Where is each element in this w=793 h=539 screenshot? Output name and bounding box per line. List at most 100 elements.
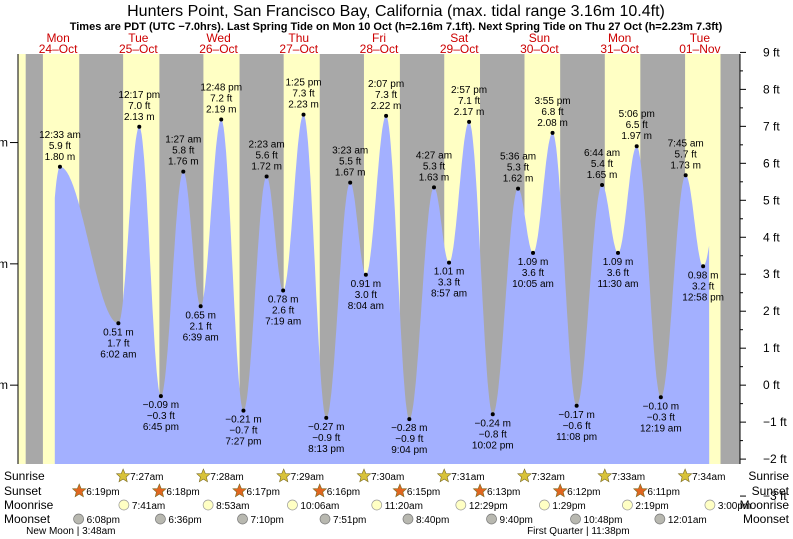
tide-label: 0.98 m — [688, 270, 719, 281]
moonrise-icon — [539, 499, 550, 511]
y-tick-label-right: 5 ft — [763, 193, 780, 207]
day-name: Mon — [46, 31, 69, 45]
tide-point — [531, 250, 536, 255]
sunset-time: 6:15pm — [407, 487, 440, 498]
day-name: Sat — [450, 31, 469, 45]
tide-label: −0.7 ft — [229, 426, 257, 437]
y-tick-label-right: 7 ft — [763, 119, 780, 133]
tide-label: −0.6 ft — [563, 421, 591, 432]
sunrise-time: 7:33am — [612, 472, 645, 483]
sunrise-icon — [115, 468, 131, 483]
tide-label: 1.09 m — [603, 257, 634, 268]
tide-label: 1.80 m — [45, 152, 76, 163]
sunset-icon — [392, 483, 408, 498]
tide-point — [363, 272, 368, 277]
moonrise-icon — [118, 499, 130, 511]
tide-label: −0.9 ft — [312, 433, 340, 444]
tide-label: −0.17 m — [558, 410, 594, 421]
tide-label: 11:08 pm — [556, 432, 597, 443]
row-label-left: Sunset — [4, 484, 42, 498]
y-tick-label-left: 0 m — [0, 378, 8, 392]
y-tick-label-right: 9 ft — [763, 45, 780, 59]
sunset-time: 6:16pm — [327, 487, 360, 498]
y-tick-label-right: 1 ft — [763, 341, 780, 355]
tide-label: 0.65 m — [185, 310, 216, 321]
tide-label: 1.73 m — [670, 160, 701, 171]
tide-label: 3.3 ft — [438, 278, 460, 289]
moonset-icon — [319, 513, 331, 525]
tide-label: −0.28 m — [391, 423, 427, 434]
chart-subtitle: Times are PDT (UTC −7.0hrs). Last Spring… — [70, 21, 723, 33]
sunset-time: 6:19pm — [86, 487, 119, 498]
tide-point — [550, 130, 555, 135]
tide-label: 2.23 m — [288, 100, 319, 111]
day-date: 27–Oct — [279, 42, 318, 56]
axis-layer: 2 m 1 m 0 m 9 ft 8 ft 7 ft 6 ft 5 ft 4 ft 3 ft 2 f… — [0, 45, 787, 503]
sunrise-time: 7:27am — [130, 472, 163, 483]
moonrise-icon — [202, 499, 214, 511]
moon-phase-label: First Quarter | 11:38pm — [527, 526, 629, 537]
tide-point — [615, 250, 620, 255]
tide-label: 5:36 am — [500, 152, 536, 163]
tide-label: 3.6 ft — [522, 268, 544, 279]
tide-label: 5.5 ft — [339, 157, 361, 168]
tide-label: 3.6 ft — [607, 268, 629, 279]
sunrise-icon — [597, 468, 613, 483]
tide-label: 3:23 am — [332, 146, 368, 157]
tide-label: 1:25 pm — [285, 78, 321, 89]
tide-point — [384, 113, 389, 118]
tide-label: 1.01 m — [434, 267, 465, 278]
tide-label: 7:45 am — [668, 138, 704, 149]
tide-label: 2:57 pm — [451, 85, 487, 96]
tide-label: 5.3 ft — [423, 161, 445, 172]
tide-point — [219, 117, 224, 122]
tide-point — [490, 412, 495, 417]
day-date: 29–Oct — [440, 42, 479, 56]
row-label-left: Sunrise — [4, 469, 45, 483]
tide-label: 1.7 ft — [107, 338, 129, 349]
tide-label: 6:44 am — [584, 148, 620, 159]
moonrise-time: 12:29pm — [469, 501, 508, 512]
moonset-time: 7:10pm — [251, 515, 284, 526]
sunrise-time: 7:31am — [451, 472, 484, 483]
y-tick-label-right: 2 ft — [763, 304, 780, 318]
y-tick-label-left: 2 m — [0, 136, 8, 150]
tide-label: 5.8 ft — [172, 146, 194, 157]
tide-area — [54, 114, 710, 465]
moonset-icon — [73, 513, 84, 525]
day-date: 26–Oct — [199, 42, 238, 56]
tide-label: 2.17 m — [454, 107, 485, 118]
tide-point — [574, 403, 579, 408]
sunrise-icon — [196, 468, 211, 483]
sunrise-icon — [677, 468, 693, 483]
row-label-right: Moonrise — [740, 498, 790, 512]
tide-label: 1.97 m — [621, 131, 652, 142]
daylight-band — [18, 54, 26, 464]
tide-label: 9:04 pm — [391, 445, 427, 456]
moonset-icon — [654, 513, 666, 525]
tide-label: −0.10 m — [643, 401, 679, 412]
day-name: Thu — [288, 31, 309, 45]
tide-label: 1.62 m — [503, 174, 534, 185]
moonset-time: 7:51pm — [333, 515, 366, 526]
sunset-time: 6:18pm — [166, 487, 199, 498]
tide-label: 2.08 m — [537, 118, 568, 129]
tide-label: 7.3 ft — [292, 89, 314, 100]
moonrise-time: 3:00pm — [718, 501, 751, 512]
tide-point — [683, 173, 688, 178]
tide-label: 1.63 m — [419, 172, 450, 183]
y-tick-label-right: −3 ft — [763, 489, 787, 503]
tide-point — [301, 112, 306, 117]
tide-label: 5.9 ft — [49, 141, 71, 152]
sunrise-icon — [276, 468, 292, 483]
tide-point — [447, 260, 452, 265]
tide-label: 6:02 am — [100, 349, 136, 360]
tide-label: 0.78 m — [268, 295, 299, 306]
moonrise-time: 7:41am — [132, 501, 165, 512]
tide-label: 1.67 m — [335, 168, 366, 179]
moonrise-icon — [455, 499, 467, 511]
day-name: Mon — [608, 31, 631, 45]
tide-label: 2.13 m — [124, 112, 155, 123]
day-name: Tue — [128, 31, 149, 45]
